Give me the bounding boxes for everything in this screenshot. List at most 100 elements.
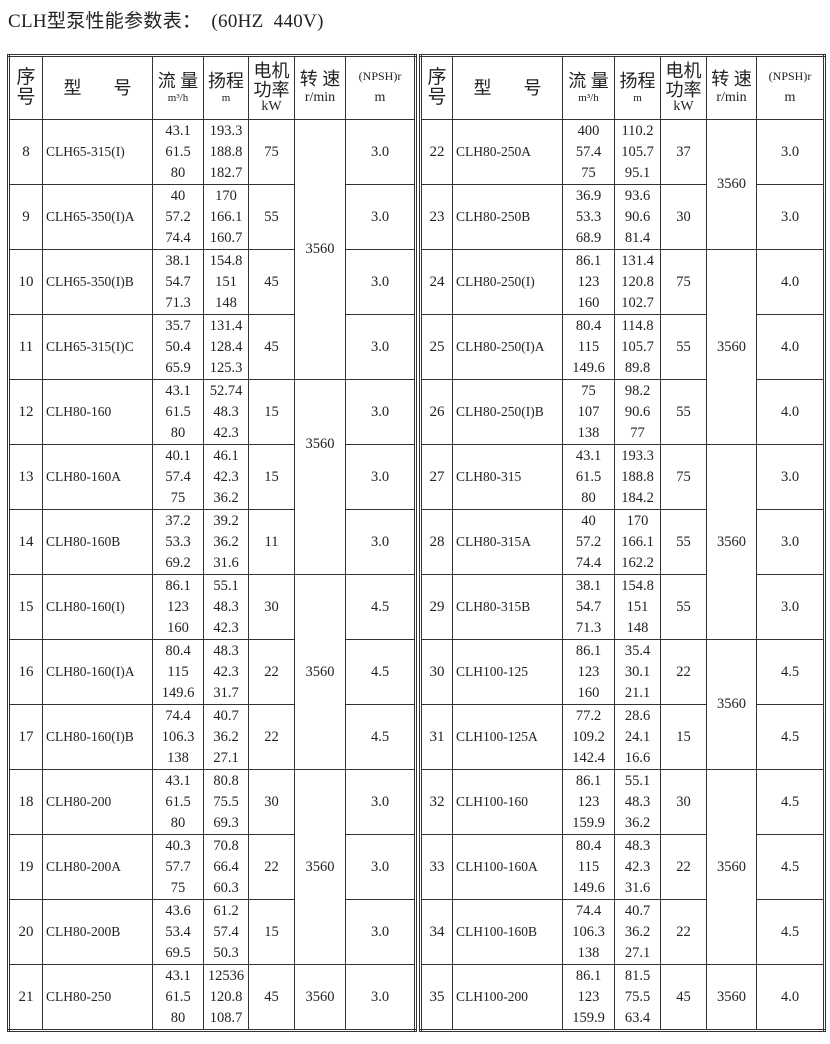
cell-head: 55.1 48.3 36.2: [614, 769, 661, 835]
header-power-line2: 功率: [253, 79, 290, 100]
cell-head: 52.74 48.3 42.3: [203, 379, 249, 445]
flow-value: 74.4: [165, 229, 191, 246]
cell-head: 98.2 90.6 77: [614, 379, 661, 445]
cell-power: 22: [660, 639, 707, 705]
flow-value: 75: [581, 382, 596, 399]
flow-value: 69.2: [165, 554, 191, 571]
cell-npsh: 4.5: [756, 639, 825, 705]
table-row: 12 CLH80-160 43.1 61.5 80 52.74 48.3 42.3 15 3560…: [8, 379, 416, 575]
cell-seq: 15: [8, 574, 43, 640]
head-value: 28.6: [624, 707, 651, 724]
cell-power: 55: [660, 509, 707, 575]
head-value: 36.2: [624, 814, 651, 831]
table-row: 15 CLH80-160(I) 86.1 123 160 55.1 48.3 42.3 30 35…: [8, 574, 416, 770]
flow-value: 75: [170, 489, 186, 506]
header-speed-label: 转 速: [299, 69, 341, 90]
flow-value: 160: [577, 684, 600, 701]
flow-value: 106.3: [572, 923, 605, 940]
cell-flow: 43.1 61.5 80: [152, 379, 204, 445]
table-row: 31 CLH100-125A 77.2 109.2 142.4 28.6 24.1 16.6 1…: [420, 704, 825, 770]
table-row: 21 CLH80-250 43.1 61.5 80 12536 120.8 108.7 45 35…: [8, 964, 416, 1031]
head-value: 42.3: [213, 424, 239, 441]
header-power-line1: 电机: [253, 60, 290, 81]
table-row: 27 CLH80-315 43.1 61.5 80 193.3 188.8 184.2 75 35…: [420, 444, 825, 640]
cell-power: 75: [248, 119, 295, 185]
head-value: 21.1: [624, 684, 651, 701]
head-value: 48.3: [213, 598, 239, 615]
cell-model: CLH80-250(I)B: [452, 379, 563, 445]
head-value: 42.3: [213, 468, 239, 485]
cell-power: 37: [660, 119, 707, 185]
header-power: 电机 功率 kW: [248, 55, 295, 120]
cell-flow: 36.9 53.3 68.9: [562, 184, 615, 250]
flow-value: 37.2: [165, 512, 191, 529]
header-model-char2: 号: [113, 77, 132, 98]
header-speed-label: 转 速: [711, 69, 752, 90]
cell-head: 131.4 120.8 102.7: [614, 249, 661, 315]
cell-power: 55: [660, 574, 707, 640]
cell-seq: 30: [420, 639, 453, 705]
cell-npsh: 3.0: [345, 834, 416, 900]
flow-value: 149.6: [572, 879, 605, 896]
header-power-unit: kW: [261, 98, 282, 114]
flow-value: 40.1: [165, 447, 191, 464]
head-value: 166.1: [209, 208, 243, 225]
cell-npsh: 4.0: [756, 249, 825, 315]
flow-value: 38.1: [575, 577, 602, 594]
cell-model: CLH65-350(I)A: [42, 184, 153, 250]
cell-flow: 43.1 61.5 80: [152, 769, 204, 835]
table-row: 18 CLH80-200 43.1 61.5 80 80.8 75.5 69.3 30 3560 3…: [8, 769, 416, 965]
table-row: 33 CLH100-160A 80.4 115 149.6 48.3 42.3 31.6 22 4…: [420, 834, 825, 900]
cell-seq: 20: [8, 899, 43, 965]
head-value: 125.3: [209, 359, 243, 376]
cell-flow: 77.2 109.2 142.4: [562, 704, 615, 770]
cell-speed: 3560: [706, 249, 757, 445]
cell-head: 46.1 42.3 36.2: [203, 444, 249, 510]
head-value: 42.3: [624, 858, 651, 875]
cell-power: 45: [660, 964, 707, 1031]
head-value: 12536: [207, 967, 245, 984]
head-value: 55.1: [213, 577, 239, 594]
head-value: 27.1: [624, 944, 651, 961]
header-npsh: (NPSH)r m: [345, 55, 416, 120]
cell-npsh: 4.0: [756, 314, 825, 380]
cell-head: 193.3 188.8 184.2: [614, 444, 661, 510]
table-row: 30 CLH100-125 86.1 123 160 35.4 30.1 21.1 22 3560…: [420, 639, 825, 770]
cell-npsh: 4.5: [756, 704, 825, 770]
cell-seq: 23: [420, 184, 453, 250]
cell-flow: 74.4 106.3 138: [152, 704, 204, 770]
header-npsh-unit: m: [374, 89, 386, 105]
header-model: 型号: [452, 55, 563, 120]
head-value: 105.7: [621, 143, 654, 160]
flow-value: 57.4: [165, 468, 191, 485]
cell-seq: 13: [8, 444, 43, 510]
head-value: 80.8: [213, 772, 239, 789]
cell-power: 45: [248, 249, 295, 315]
head-value: 102.7: [621, 294, 654, 311]
flow-value: 159.9: [572, 814, 605, 831]
head-value: 31.6: [213, 554, 239, 571]
head-value: 148: [626, 619, 649, 636]
header-model: 型号: [42, 55, 153, 120]
header-seq-line1: 序: [427, 67, 447, 89]
cell-model: CLH100-160B: [452, 899, 563, 965]
header-row: 序号型号流 量 m³/h 扬程 m 电机 功率 kW 转 速 r/min (NPSH)r m: [420, 55, 825, 120]
head-value: 31.7: [213, 684, 239, 701]
flow-value: 43.1: [165, 382, 191, 399]
head-value: 154.8: [209, 252, 243, 269]
head-value: 75.5: [624, 988, 651, 1005]
head-value: 61.2: [213, 902, 239, 919]
cell-flow: 40.3 57.7 75: [152, 834, 204, 900]
cell-model: CLH100-125: [452, 639, 563, 705]
cell-seq: 32: [420, 769, 453, 835]
cell-speed: 3560: [294, 119, 346, 380]
cell-power: 15: [660, 704, 707, 770]
header-seq: 序号: [420, 55, 453, 120]
cell-head: 170 166.1 162.2: [614, 509, 661, 575]
head-value: 131.4: [621, 252, 654, 269]
cell-seq: 33: [420, 834, 453, 900]
cell-head: 154.8 151 148: [203, 249, 249, 315]
flow-value: 115: [577, 338, 600, 355]
table-row: 23 CLH80-250B 36.9 53.3 68.9 93.6 90.6 81.4 30 3.…: [420, 184, 825, 250]
header-power-line2: 功率: [665, 79, 702, 100]
